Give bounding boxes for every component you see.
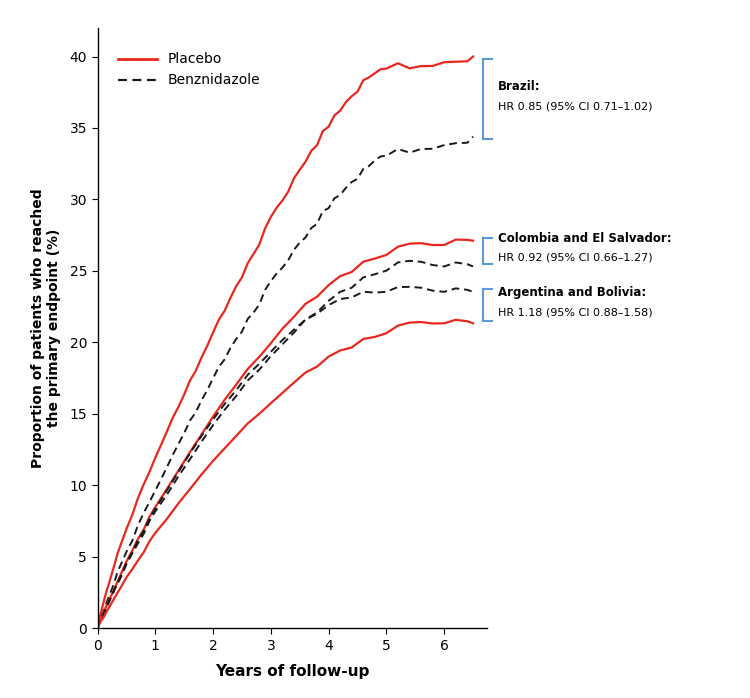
- Text: HR 0.92 (95% CI 0.66–1.27): HR 0.92 (95% CI 0.66–1.27): [497, 253, 652, 263]
- Y-axis label: Proportion of patients who reached
the primary endpoint (%): Proportion of patients who reached the p…: [31, 188, 62, 468]
- Text: Brazil:: Brazil:: [497, 80, 540, 94]
- Legend: Placebo, Benznidazole: Placebo, Benznidazole: [112, 47, 266, 93]
- X-axis label: Years of follow-up: Years of follow-up: [215, 664, 370, 678]
- Text: HR 1.18 (95% CI 0.88–1.58): HR 1.18 (95% CI 0.88–1.58): [497, 307, 652, 317]
- Text: HR 0.85 (95% CI 0.71–1.02): HR 0.85 (95% CI 0.71–1.02): [497, 101, 652, 112]
- Text: Argentina and Bolivia:: Argentina and Bolivia:: [497, 286, 646, 299]
- Text: Colombia and El Salvador:: Colombia and El Salvador:: [497, 232, 671, 245]
